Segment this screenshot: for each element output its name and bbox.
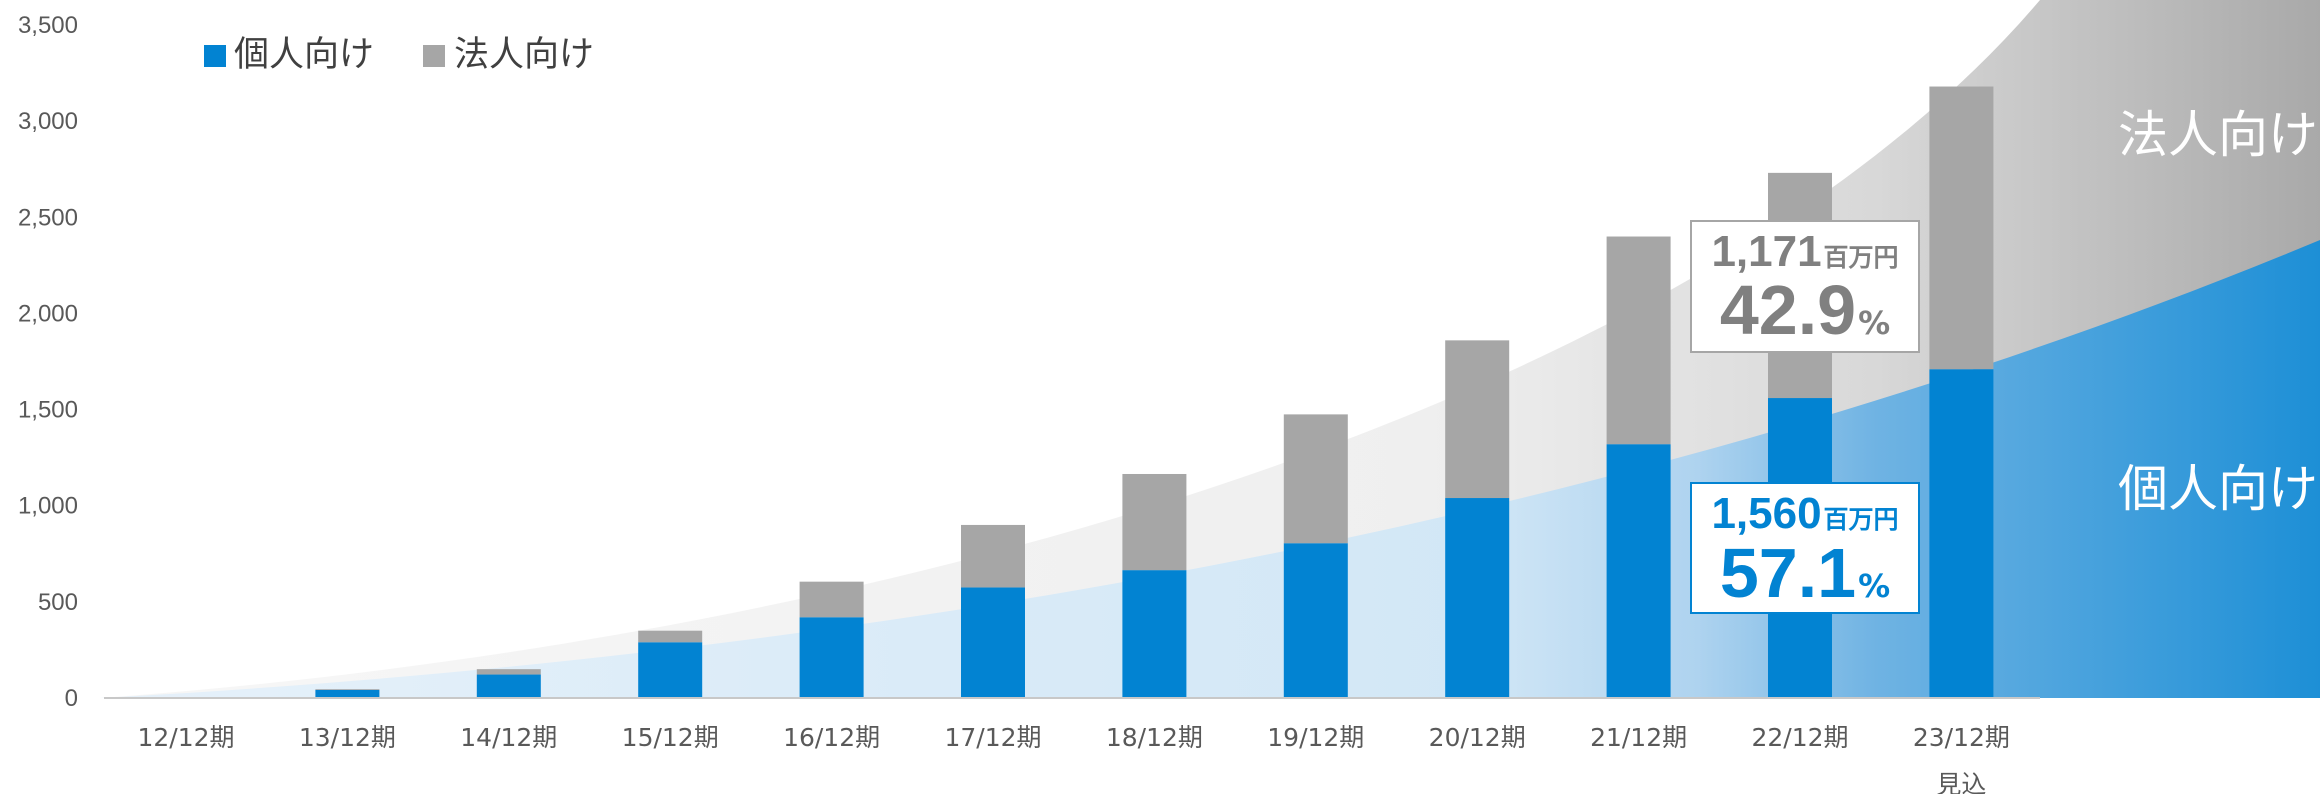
y-tick-label: 3,500 [18, 12, 78, 39]
bar-corporate [638, 630, 703, 643]
x-tick-label: 18/12期 [1106, 723, 1203, 752]
band-label-individual: 個人向け [2118, 460, 2318, 518]
callout-corporate-box [1690, 220, 1920, 353]
bar-corporate [1929, 86, 1994, 370]
bar-individual [315, 689, 380, 698]
bar-corporate [1122, 473, 1187, 571]
y-axis-ticks: 0 500 1,000 1,500 2,000 2,500 3,000 3,500 [18, 12, 78, 712]
legend: 個人向け 法人向け [204, 35, 594, 75]
callout-corporate-pct-sign: % [1858, 304, 1890, 342]
y-tick-label: 1,500 [18, 397, 78, 424]
bar-individual [1929, 369, 1994, 698]
bar-individual [1283, 543, 1348, 698]
bar-corporate [1606, 236, 1671, 445]
bar-individual [1606, 444, 1671, 698]
bar-individual [961, 587, 1025, 698]
x-tick-label: 23/12期 [1913, 723, 2010, 752]
x-tick-label: 14/12期 [460, 723, 557, 752]
y-tick-label: 1,000 [18, 493, 78, 520]
legend-label-individual: 個人向け [234, 35, 374, 75]
x-tick-label: 13/12期 [299, 723, 396, 752]
x-tick-label: 19/12期 [1267, 723, 1364, 752]
y-tick-label: 3,000 [18, 108, 78, 135]
bar-individual [1122, 570, 1187, 698]
bar-corporate [1445, 340, 1510, 499]
callout-individual-pct-sign: % [1858, 567, 1890, 605]
y-tick-label: 500 [38, 589, 78, 616]
legend-label-corporate: 法人向け [454, 35, 594, 75]
callout-individual-percent: 57.1 [1720, 534, 1856, 612]
x-tick-label: 12/12期 [137, 723, 234, 752]
y-tick-label: 0 [65, 685, 78, 712]
callout-corporate-amount-line: 1,171百万円 [1711, 227, 1898, 276]
x-tick-label: 21/12期 [1590, 723, 1687, 752]
bar-corporate [476, 669, 541, 675]
x-tick-label: 15/12期 [622, 723, 719, 752]
x-tick-label: 17/12期 [944, 723, 1041, 752]
callout-individual-amount-line: 1,560百万円 [1711, 489, 1898, 538]
callout-corporate-unit: 百万円 [1824, 243, 1899, 272]
bar-individual [476, 674, 541, 698]
callout-individual-percent-line: 57.1% [1720, 534, 1890, 612]
callout-corporate-amount: 1,171 [1711, 227, 1821, 276]
callout-individual-amount: 1,560 [1711, 489, 1821, 538]
y-tick-label: 2,000 [18, 300, 78, 327]
bar-individual [799, 617, 864, 698]
callout-corporate-percent-line: 42.9% [1720, 271, 1890, 349]
callout-individual-unit: 百万円 [1824, 505, 1899, 534]
x-tick-label: 16/12期 [783, 723, 880, 752]
bar-corporate [799, 581, 864, 618]
x-tick-sublabel: 見込 [1936, 770, 1986, 794]
x-tick-label: 22/12期 [1751, 723, 1848, 752]
bar-individual [1445, 498, 1510, 698]
legend-swatch-corporate [423, 45, 445, 67]
bar-corporate [1283, 414, 1348, 544]
x-axis-labels: 12/12期 13/12期 14/12期 15/12期 16/12期 17/12期 18/1… [137, 723, 2009, 794]
callout-individual-box [1690, 482, 1920, 614]
callout-corporate: 1,171百万円 42.9% [1690, 220, 1920, 353]
legend-swatch-individual [204, 45, 226, 67]
x-tick-label: 20/12期 [1429, 723, 1526, 752]
bar-individual [638, 642, 703, 698]
bar-corporate [961, 524, 1025, 588]
bar-corporate [315, 689, 380, 690]
band-label-corporate: 法人向け [2118, 106, 2318, 164]
y-tick-label: 2,500 [18, 204, 78, 231]
callout-individual: 1,560百万円 57.1% [1690, 482, 1920, 614]
callout-corporate-percent: 42.9 [1720, 271, 1856, 349]
